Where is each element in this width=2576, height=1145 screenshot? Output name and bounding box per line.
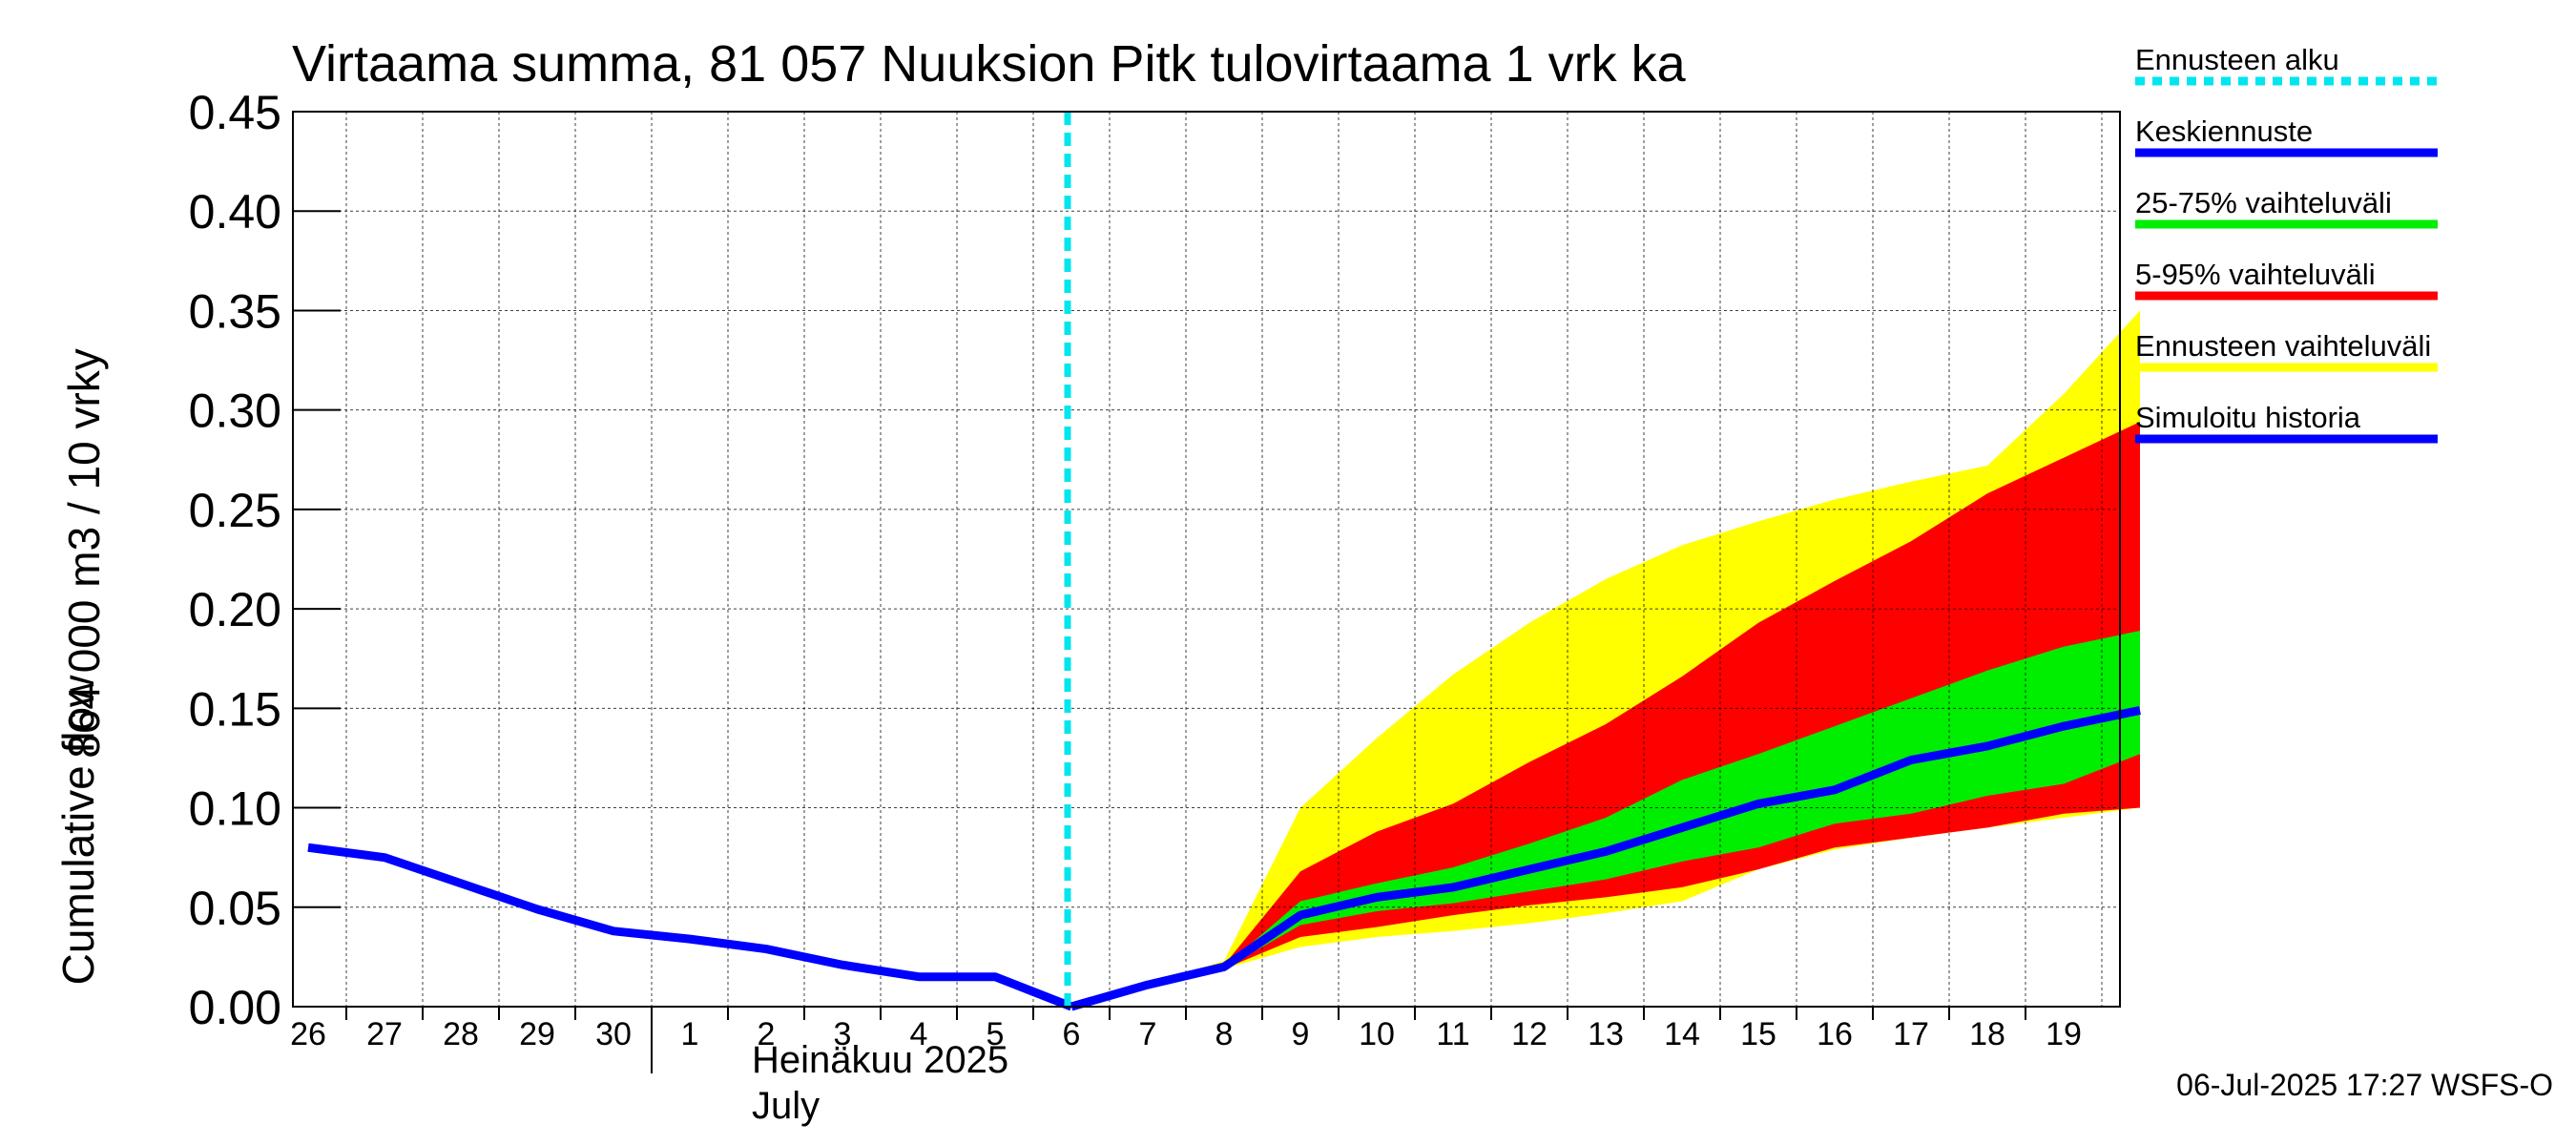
x-tick-label: 13	[1588, 1016, 1624, 1052]
plot-area	[293, 111, 2141, 1011]
x-tick-label: 12	[1511, 1016, 1548, 1052]
x-tick-label: 5	[987, 1016, 1005, 1052]
x-tick-label: 30	[595, 1016, 632, 1052]
chart-title: Virtaama summa, 81 057 Nuuksion Pitk tul…	[292, 35, 1687, 93]
x-tick-label: 3	[834, 1016, 852, 1052]
month-label-en: July	[752, 1085, 820, 1127]
y-axis-label-secondary: 864 000 m3 / 10 vrky	[59, 348, 109, 759]
x-tick-label: 2	[758, 1016, 776, 1052]
x-tick-label: 14	[1664, 1016, 1700, 1052]
x-tick-label: 28	[443, 1016, 479, 1052]
x-tick-label: 11	[1436, 1016, 1469, 1052]
history-line	[307, 843, 1073, 1011]
legend-label: Ennusteen alku	[2135, 43, 2339, 76]
legend: Ennusteen alku Keskiennuste 25-75% vaihtel…	[2135, 43, 2438, 444]
x-tick-label: 18	[1969, 1016, 2005, 1052]
y-tick-label: 0.15	[189, 682, 281, 736]
x-tick-label: 29	[519, 1016, 555, 1052]
x-tick-label: 4	[910, 1016, 928, 1052]
y-tick-label: 0.20	[189, 583, 281, 636]
x-tick-label: 27	[366, 1016, 403, 1052]
y-tick-label: 0.35	[189, 284, 281, 338]
y-tick-label: 0.00	[189, 981, 281, 1034]
mean-forecast-line	[1070, 706, 2141, 1011]
y-tick-label: 0.40	[189, 185, 281, 239]
x-tick-label: 7	[1139, 1016, 1157, 1052]
month-label-fi: Heinäkuu 2025	[752, 1039, 1008, 1081]
x-tick-label: 17	[1893, 1016, 1929, 1052]
x-tick-label: 10	[1359, 1016, 1395, 1052]
legend-label: Simuloitu historia	[2135, 401, 2361, 434]
y-tick-label: 0.25	[189, 484, 281, 537]
x-tick-label: 6	[1063, 1016, 1081, 1052]
x-tick-label: 1	[681, 1016, 699, 1052]
y-tick-label: 0.05	[189, 882, 281, 935]
x-tick-label: 16	[1817, 1016, 1853, 1052]
x-tick-label: 19	[2046, 1016, 2082, 1052]
legend-label: Keskiennuste	[2135, 114, 2313, 148]
legend-label: Ennusteen vaihteluväli	[2135, 329, 2431, 363]
y-tick-label: 0.45	[189, 86, 281, 139]
x-tick-label: 8	[1215, 1016, 1234, 1052]
plot-frame	[292, 111, 2121, 1008]
legend-label: 5-95% vaihteluväli	[2135, 258, 2376, 291]
y-tick-label: 0.30	[189, 385, 281, 438]
x-tick-label: 26	[290, 1016, 326, 1052]
band-2	[1071, 422, 2140, 1007]
x-tick-label: 9	[1292, 1016, 1310, 1052]
x-tick-label: 15	[1740, 1016, 1776, 1052]
legend-label: 25-75% vaihteluväli	[2135, 186, 2392, 219]
y-axis-label-primary: Cumulative flow	[53, 675, 103, 985]
axes: 0.00 0.05 0.10 0.15 0.20 0.25 0.30 0.35 0.40 0.45…	[189, 86, 2121, 1073]
y-tick-label: 0.10	[189, 782, 281, 836]
timestamp: 06-Jul-2025 17:27 WSFS-O	[2176, 1068, 2553, 1102]
